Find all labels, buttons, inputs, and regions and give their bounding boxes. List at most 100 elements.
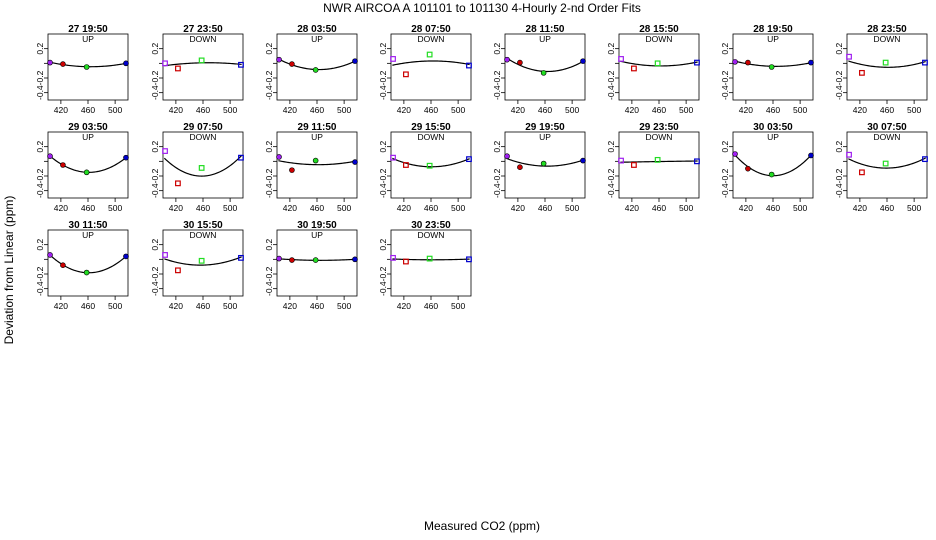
x-tick-label: 420	[283, 203, 297, 213]
panel-title: 27 19:50	[68, 24, 108, 35]
data-point	[60, 162, 66, 168]
y-tick-label: 0.2	[264, 140, 274, 152]
data-point	[47, 153, 53, 159]
panel-title: 28 23:50	[867, 24, 907, 35]
panel-title: 28 07:50	[411, 24, 451, 35]
y-tick-label: -0.4	[378, 281, 388, 296]
x-tick-label: 460	[766, 203, 780, 213]
data-point	[631, 162, 637, 168]
x-tick-label: 500	[108, 105, 122, 115]
y-tick-label: -0.4	[378, 85, 388, 100]
data-point	[426, 162, 433, 169]
x-tick-label: 420	[169, 203, 183, 213]
data-point	[312, 67, 319, 73]
data-point	[123, 253, 129, 260]
data-point	[745, 59, 751, 66]
data-point	[540, 70, 547, 76]
y-tick-label: -0.4	[834, 183, 844, 198]
data-point	[162, 148, 168, 154]
y-tick-label: -0.2	[834, 168, 844, 183]
fit-curve	[392, 60, 470, 66]
panel-direction: DOWN	[418, 132, 445, 142]
x-tick-label: 420	[739, 105, 753, 115]
data-point	[426, 255, 433, 262]
y-tick-label: -0.4	[264, 281, 274, 296]
fit-curve	[163, 155, 243, 177]
x-tick-label: 500	[451, 203, 465, 213]
data-point	[922, 59, 928, 66]
x-tick-label: 500	[679, 105, 693, 115]
data-point	[175, 180, 181, 187]
x-tick-label: 500	[793, 203, 807, 213]
x-tick-label: 500	[793, 105, 807, 115]
y-tick-label: 0.2	[834, 140, 844, 152]
x-tick-label: 420	[853, 105, 867, 115]
y-tick-label: -0.4	[150, 85, 160, 100]
y-tick-label: 0.2	[150, 42, 160, 54]
x-axis-label: Measured CO2 (ppm)	[424, 519, 540, 533]
x-tick-label: 420	[397, 105, 411, 115]
data-point	[768, 64, 775, 70]
y-tick-label: -0.4	[378, 183, 388, 198]
y-tick-label: -0.2	[834, 70, 844, 85]
x-tick-label: 460	[880, 105, 894, 115]
panel-title: 30 19:50	[297, 220, 337, 231]
x-tick-label: 500	[907, 105, 921, 115]
x-tick-label: 460	[196, 301, 210, 311]
data-point	[808, 152, 814, 159]
y-tick-label: -0.2	[264, 266, 274, 281]
panel-direction: UP	[767, 34, 779, 44]
data-point	[808, 59, 814, 66]
y-tick-label: -0.4	[492, 183, 502, 198]
x-tick-label: 420	[511, 203, 525, 213]
x-tick-label: 420	[853, 203, 867, 213]
panel-title: 30 07:50	[867, 122, 907, 133]
panel-direction: UP	[539, 34, 551, 44]
y-tick-label: -0.4	[150, 281, 160, 296]
y-tick-label: -0.4	[606, 85, 616, 100]
x-tick-label: 500	[451, 105, 465, 115]
data-point	[238, 61, 244, 68]
x-tick-label: 460	[766, 105, 780, 115]
x-tick-label: 460	[652, 203, 666, 213]
y-tick-label: -0.2	[720, 168, 730, 183]
data-point	[390, 254, 396, 261]
x-tick-label: 420	[54, 301, 68, 311]
x-tick-label: 500	[907, 203, 921, 213]
panel-direction: DOWN	[874, 132, 901, 142]
panel-direction: DOWN	[418, 230, 445, 240]
data-point	[403, 71, 409, 78]
y-tick-label: -0.2	[150, 70, 160, 85]
x-tick-label: 460	[310, 301, 324, 311]
y-tick-label: -0.4	[35, 281, 45, 296]
x-tick-label: 460	[538, 203, 552, 213]
y-tick-label: -0.4	[606, 183, 616, 198]
x-tick-label: 420	[54, 203, 68, 213]
panel-direction: DOWN	[646, 132, 673, 142]
data-point	[768, 171, 775, 178]
data-point	[60, 61, 66, 67]
panel-title: 30 11:50	[69, 220, 108, 231]
y-tick-label: 0.2	[150, 238, 160, 250]
panel-title: 30 23:50	[411, 220, 451, 231]
y-tick-label: -0.2	[35, 266, 45, 281]
x-tick-label: 460	[81, 105, 95, 115]
y-tick-label: 0.2	[492, 140, 502, 152]
panel-title: 29 11:50	[298, 122, 337, 133]
fit-curve	[848, 157, 926, 169]
y-tick-label: -0.4	[35, 85, 45, 100]
data-point	[123, 154, 129, 161]
y-tick-label: 0.2	[264, 42, 274, 54]
